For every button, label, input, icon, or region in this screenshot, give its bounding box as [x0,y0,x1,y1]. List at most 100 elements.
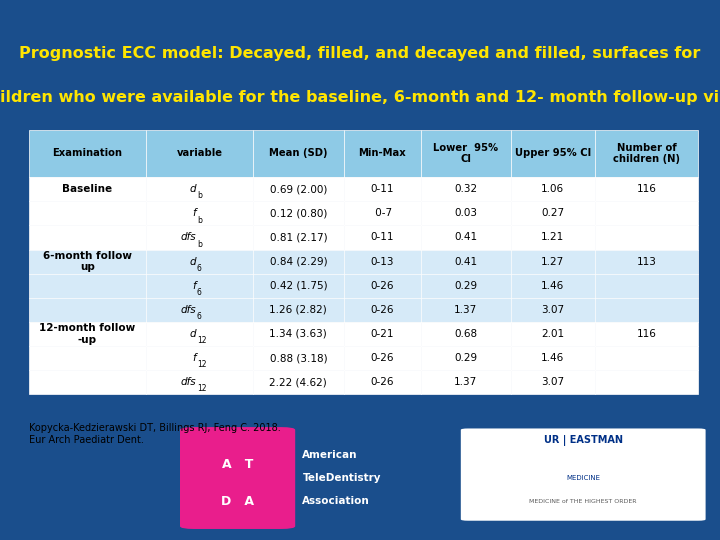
Bar [253,177,343,201]
Text: 0.41: 0.41 [454,256,477,267]
Bar [29,370,146,394]
Text: Kopycka-Kedzierawski DT, Billings RJ, Feng C. 2018.
Eur Arch Paediatr Dent.: Kopycka-Kedzierawski DT, Billings RJ, Fe… [29,423,281,444]
Text: Number of
children (N): Number of children (N) [613,143,680,164]
Bar [146,201,253,225]
Text: 0-21: 0-21 [370,329,394,339]
Text: 2.01: 2.01 [541,329,564,339]
Text: 6: 6 [197,288,202,297]
Text: 1.27: 1.27 [541,256,564,267]
Bar [595,225,698,249]
Bar [595,177,698,201]
Bar [420,346,511,370]
Bar [343,130,420,177]
Bar [511,346,595,370]
Text: 0-11: 0-11 [370,233,394,242]
Text: d: d [189,256,197,267]
Text: b: b [197,191,202,200]
Text: 0-26: 0-26 [370,377,394,387]
Bar [595,370,698,394]
Text: 0-11: 0-11 [370,184,394,194]
Bar [343,298,420,322]
Bar [146,249,253,274]
Text: children who were available for the baseline, 6-month and 12- month follow-up vi: children who were available for the base… [0,90,720,105]
Bar [343,322,420,346]
Text: 116: 116 [636,184,657,194]
Text: American: American [302,450,358,460]
Text: 1.37: 1.37 [454,377,477,387]
Bar [253,346,343,370]
Text: TeleDentistry: TeleDentistry [302,473,381,483]
Text: 116: 116 [636,329,657,339]
Bar [253,370,343,394]
Bar [420,370,511,394]
Bar [253,249,343,274]
Bar [511,225,595,249]
Text: 1.21: 1.21 [541,233,564,242]
Text: 1.26 (2.82): 1.26 (2.82) [269,305,327,315]
Text: Lower  95%
CI: Lower 95% CI [433,143,498,164]
Bar [29,225,146,249]
Text: f: f [192,208,197,218]
Bar [146,370,253,394]
Text: 0-7: 0-7 [372,208,392,218]
Bar [343,177,420,201]
Text: MEDICINE: MEDICINE [566,475,600,481]
Bar [343,225,420,249]
Text: d: d [189,184,197,194]
Bar [420,298,511,322]
Text: f: f [192,353,197,363]
Text: dfs: dfs [181,305,197,315]
Text: Min-Max: Min-Max [358,148,406,158]
Text: 6-month follow
up: 6-month follow up [43,251,132,272]
Bar [343,249,420,274]
Text: 12: 12 [197,384,207,393]
Bar [253,298,343,322]
Bar [146,225,253,249]
Bar [29,130,146,177]
Bar [343,201,420,225]
Text: b: b [197,240,202,248]
Text: 0.81 (2.17): 0.81 (2.17) [269,233,327,242]
Bar [420,177,511,201]
Bar [511,274,595,298]
Bar [511,177,595,201]
Bar [595,298,698,322]
Text: b: b [197,215,202,225]
Text: 3.07: 3.07 [541,305,564,315]
Bar [420,322,511,346]
Bar [420,274,511,298]
Bar [595,274,698,298]
Bar [146,177,253,201]
Bar [29,249,146,274]
Text: Upper 95% CI: Upper 95% CI [515,148,591,158]
Text: 2.22 (4.62): 2.22 (4.62) [269,377,327,387]
Bar [343,274,420,298]
Text: 6: 6 [197,312,202,321]
Text: 0.69 (2.00): 0.69 (2.00) [269,184,327,194]
Text: 1.46: 1.46 [541,281,564,291]
Bar [29,177,146,201]
Text: 0.03: 0.03 [454,208,477,218]
Bar [29,274,146,298]
Bar [511,201,595,225]
Text: dfs: dfs [181,377,197,387]
Bar [420,249,511,274]
Text: 3.07: 3.07 [541,377,564,387]
Bar [29,201,146,225]
Bar [511,249,595,274]
Text: 0-26: 0-26 [370,281,394,291]
Text: 0.12 (0.80): 0.12 (0.80) [269,208,327,218]
Text: 1.06: 1.06 [541,184,564,194]
Text: 0.42 (1.75): 0.42 (1.75) [269,281,327,291]
Text: 0.88 (3.18): 0.88 (3.18) [269,353,327,363]
Bar [146,322,253,346]
Bar [511,322,595,346]
Bar [253,225,343,249]
Bar [595,201,698,225]
Text: variable: variable [176,148,222,158]
Text: 0.84 (2.29): 0.84 (2.29) [269,256,327,267]
Text: 1.46: 1.46 [541,353,564,363]
Bar [595,130,698,177]
Bar [420,130,511,177]
Bar [420,225,511,249]
